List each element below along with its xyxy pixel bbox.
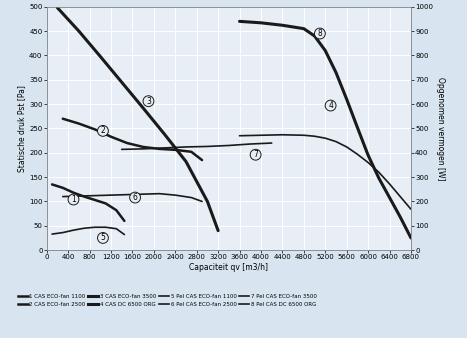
Text: 4: 4 bbox=[328, 101, 333, 110]
Text: 7: 7 bbox=[253, 150, 258, 159]
Legend: 1 CAS ECO-fan 1100, 2 CAS ECO-fan 2500, 3 CAS ECO-fan 3500, 4 CAS DC 6500 ORG, 5: 1 CAS ECO-fan 1100, 2 CAS ECO-fan 2500, … bbox=[18, 294, 317, 307]
Text: 3: 3 bbox=[146, 97, 151, 106]
Text: 6: 6 bbox=[133, 193, 137, 202]
Y-axis label: Statische druk Pst [Pa]: Statische druk Pst [Pa] bbox=[17, 85, 26, 172]
Y-axis label: Opgenomen vermogen [W]: Opgenomen vermogen [W] bbox=[436, 77, 445, 180]
X-axis label: Capaciteit qv [m3/h]: Capaciteit qv [m3/h] bbox=[189, 263, 269, 272]
Text: 8: 8 bbox=[318, 29, 322, 38]
Text: 5: 5 bbox=[100, 234, 106, 242]
Text: 1: 1 bbox=[71, 195, 76, 204]
Text: 2: 2 bbox=[100, 126, 106, 136]
